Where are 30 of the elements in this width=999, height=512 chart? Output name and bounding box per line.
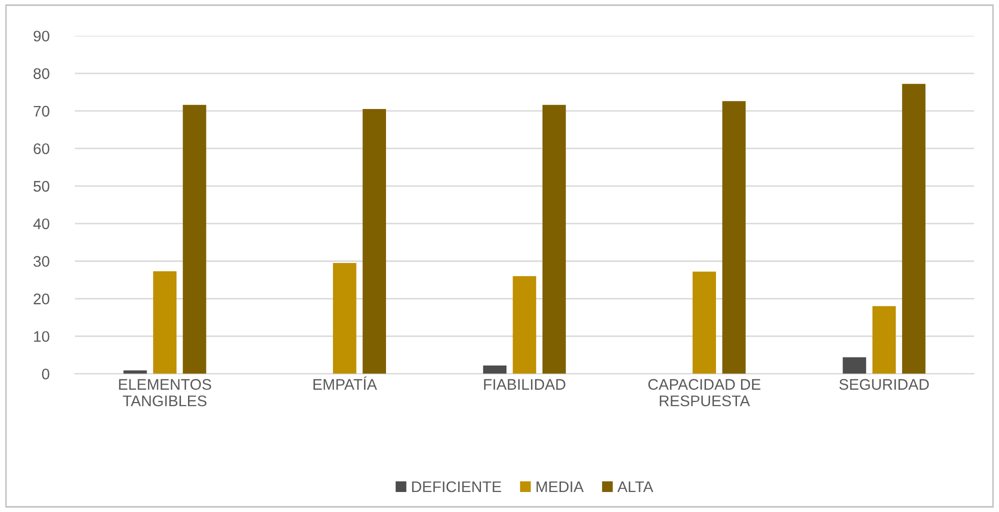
- bar: [153, 271, 177, 374]
- x-tick-label: ELEMENTOS TANGIBLES: [119, 379, 212, 406]
- x-tick-label: SEGURIDAD: [839, 379, 929, 390]
- bar: [512, 276, 536, 374]
- bar: [692, 272, 716, 374]
- legend-label: MEDIA: [536, 481, 584, 492]
- y-tick-label: 40: [33, 218, 50, 230]
- bar: [332, 262, 356, 374]
- x-tick-label: EMPATÍA: [314, 376, 378, 390]
- legend-label: DEFICIENTE: [412, 481, 502, 492]
- y-tick-label: 70: [34, 106, 50, 117]
- y-tick-label: 90: [34, 30, 50, 42]
- y-tick-label: 10: [34, 331, 50, 342]
- y-tick-label: 30: [34, 256, 50, 267]
- bar: [362, 109, 386, 374]
- bar: [842, 357, 866, 374]
- bar: [542, 104, 566, 374]
- bar: [722, 101, 746, 374]
- y-tick-label: 80: [34, 68, 50, 80]
- bar: [182, 104, 206, 374]
- y-tick-label: 50: [34, 180, 50, 192]
- y-tick-label: 60: [34, 143, 50, 154]
- y-tick-label: 0: [42, 368, 50, 380]
- y-tick-label: 20: [34, 294, 50, 304]
- bar: [902, 84, 926, 374]
- x-tick-label: FIABILIDAD: [484, 379, 566, 390]
- bar: [483, 366, 506, 374]
- x-tick-label: CAPACIDAD DE RESPUESTA: [648, 379, 760, 406]
- bar: [872, 306, 896, 374]
- legend-label: ALTA: [617, 481, 654, 492]
